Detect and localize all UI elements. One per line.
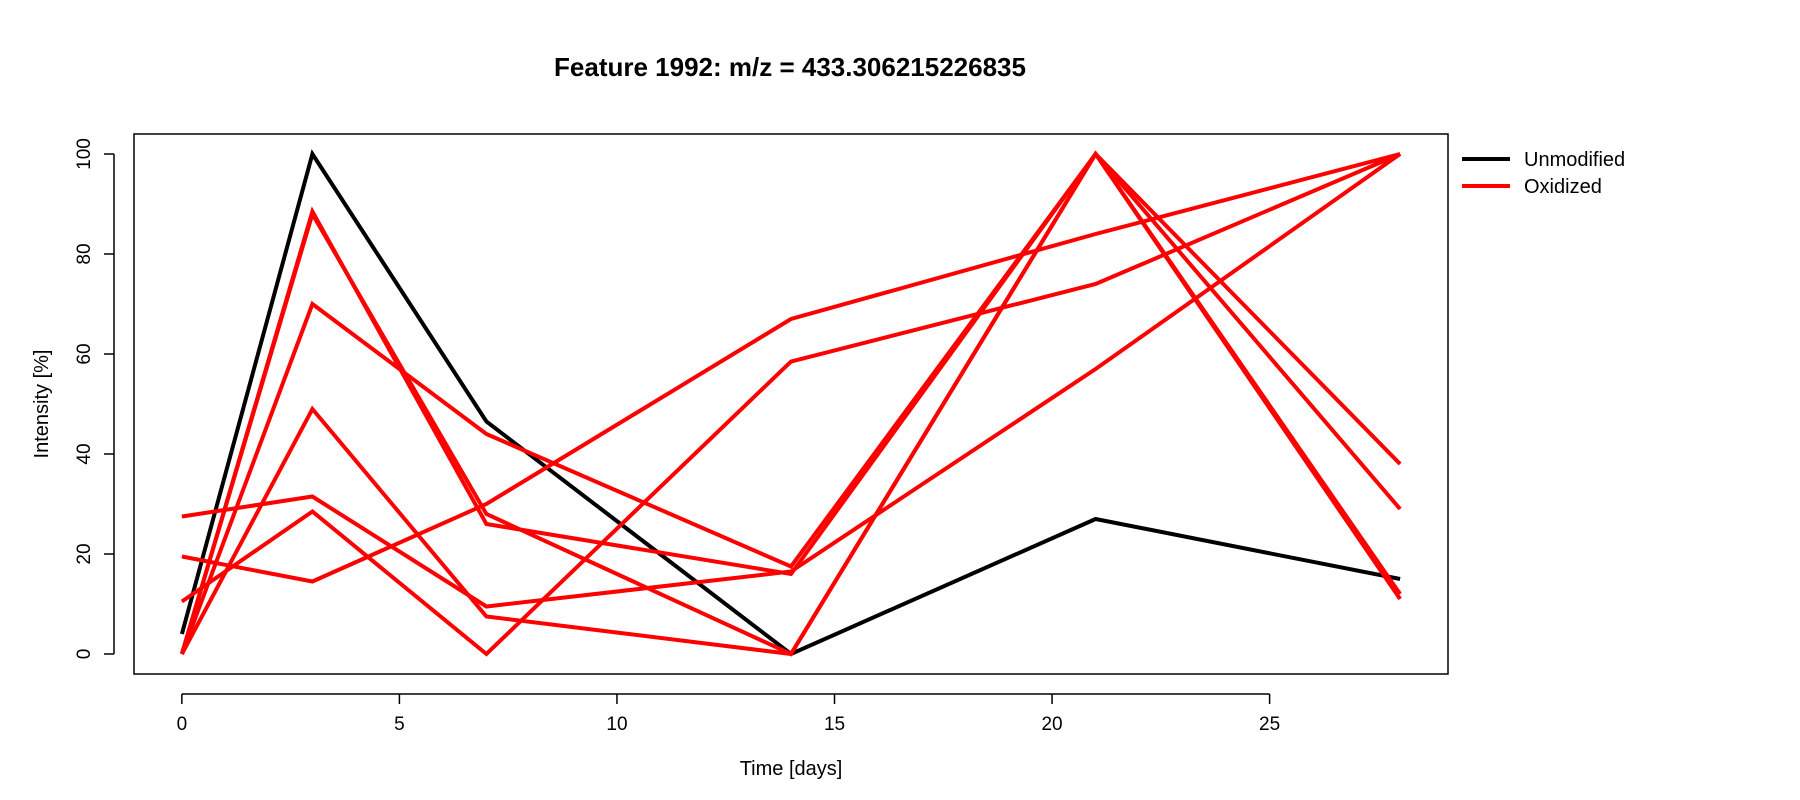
series-line-oxidized-3: [180, 150, 1402, 655]
series-line-oxidized-2: [179, 150, 1402, 657]
y-tick-label: 20: [74, 543, 95, 564]
x-tick-label: 20: [1041, 714, 1062, 735]
legend: Unmodified Oxidized: [1462, 149, 1625, 198]
y-tick-label: 80: [74, 243, 95, 264]
y-tick-label: 40: [74, 443, 95, 464]
series-line-oxidized-4: [180, 150, 1402, 657]
legend-label-unmodified: Unmodified: [1524, 149, 1625, 171]
y-axis-label: Intensity [%]: [31, 350, 53, 459]
x-tick-label: 0: [177, 714, 188, 735]
legend-label-oxidized: Oxidized: [1524, 176, 1602, 198]
series-line-unmodified-0: [179, 149, 1401, 657]
x-tick-label: 5: [394, 714, 405, 735]
y-axis: 0 20 40 60 80 100: [74, 138, 115, 660]
x-axis: 0 5 10 15 20 25: [177, 693, 1280, 735]
x-tick-label: 15: [824, 714, 845, 735]
series-line-oxidized-7: [181, 152, 1402, 609]
x-axis-label: Time [days]: [740, 758, 843, 780]
y-tick-label: 0: [74, 649, 95, 660]
series-lines: [179, 149, 1402, 657]
y-tick-label: 100: [74, 138, 95, 170]
series-line-oxidized-1: [179, 150, 1402, 655]
chart-title: Feature 1992: m/z = 433.306215226835: [554, 52, 1026, 82]
plot-frame: [133, 133, 1449, 675]
x-tick-label: 10: [606, 714, 627, 735]
x-tick-label: 25: [1259, 714, 1280, 735]
y-tick-label: 60: [74, 343, 95, 364]
series-line-oxidized-6: [181, 152, 1401, 584]
series-line-oxidized-5: [180, 152, 1401, 657]
